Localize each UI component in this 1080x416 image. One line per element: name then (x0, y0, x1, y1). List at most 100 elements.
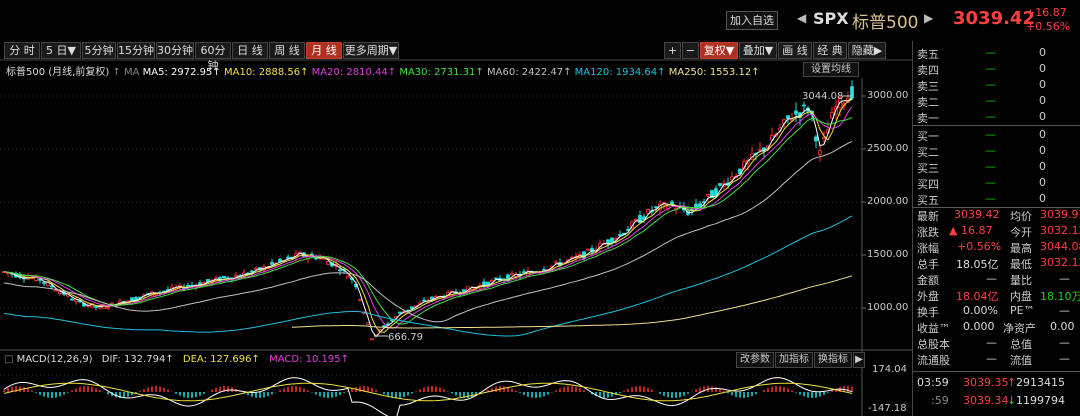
switch-indicator-button[interactable]: 换指标 (814, 352, 852, 368)
candle-body (382, 325, 386, 328)
candle-body (70, 298, 74, 301)
symbol-code: SPX (813, 9, 849, 28)
tab-60min[interactable]: 60分钟 (195, 42, 231, 72)
candle-body (638, 215, 642, 224)
next-symbol-icon[interactable]: ▶ (924, 11, 934, 25)
ma250-line (291, 275, 853, 329)
tab-daily[interactable]: 日 线 (232, 42, 268, 59)
stat-label-vol-ratio: 量比 (1010, 274, 1032, 287)
tab-15min[interactable]: 15分钟 (117, 42, 155, 59)
tab-intraday[interactable]: 分 时 (4, 42, 40, 59)
macd-axis-top: 174.04 (872, 364, 907, 375)
y-label-3000: 3000.00 (867, 90, 909, 101)
tab-30min[interactable]: 30分钟 (156, 42, 194, 59)
bid-row-2: 买二 —0 (917, 144, 1046, 159)
macd-axis-bottom: -147.18 (868, 403, 907, 414)
y-label-2500: 2500.00 (867, 143, 909, 154)
high-annotation: 3044.08 (802, 91, 843, 102)
set-ma-button[interactable]: 设置均线 (803, 62, 859, 77)
adjust-dropdown[interactable]: 复权▼ (700, 42, 738, 59)
change-params-button[interactable]: 改参数 (736, 352, 774, 368)
stat-volume: 18.05亿 (956, 258, 999, 271)
tab-5day[interactable]: 5 日▼ (41, 42, 81, 59)
candle-body (850, 86, 854, 99)
orderbook-divider (913, 125, 1080, 126)
bid-row-3: 买三 —0 (917, 160, 1046, 175)
candle-body (522, 271, 526, 274)
candle-body (410, 306, 414, 309)
candle-body (786, 115, 790, 119)
stat-label-mktcap: 总值 (1010, 338, 1032, 351)
stat-label-high: 最高 (1010, 242, 1032, 255)
stat-label-low: 最低 (1010, 258, 1032, 271)
stat-label-shares: 总股本 (917, 338, 950, 351)
stat-label-pe: PE™ (1010, 304, 1035, 317)
stat-label-turnover: 换手 (917, 306, 939, 319)
ma30-value: MA30: 2731.31 (399, 67, 476, 78)
stat-amount: — (986, 272, 997, 285)
prev-symbol-icon[interactable]: ◀ (797, 11, 807, 25)
stat-label-outer: 外盘 (917, 290, 939, 303)
candle-body (222, 275, 226, 279)
zoom-in-button[interactable]: + (664, 42, 681, 59)
overlay-dropdown[interactable]: 叠加▼ (739, 42, 777, 59)
tab-weekly[interactable]: 周 线 (269, 42, 305, 59)
quote-panel: 卖五 —0 卖四 —0 卖三 —0 卖二 —0 卖一 —0 买一 —0 买二 —0 买三 —0 … (912, 41, 1080, 416)
stat-label-float-cap: 流值 (1010, 354, 1032, 367)
tab-monthly[interactable]: 月 线 (306, 42, 342, 59)
ma10-value: MA10: 2888.56 (223, 67, 301, 78)
ma120-line (3, 215, 853, 337)
macd-title: MACD(12,26,9) (16, 354, 93, 365)
period-toolbar: 分 时 5 日▼ 5分钟 15分钟 30分钟 60分钟 日 线 周 线 月 线 … (0, 41, 912, 72)
candle-body (718, 183, 722, 186)
symbol-name: 标普500 (852, 13, 919, 33)
macd-dif: DIF: 132.794 (101, 354, 166, 365)
stat-outer: 18.04亿 (956, 290, 999, 303)
candle-body (494, 277, 498, 280)
change-value: +16.87 (1026, 6, 1067, 19)
candle-body (286, 256, 290, 259)
ma20-line (3, 106, 853, 329)
header-bar: 加入自选 ◀ SPX 标普500 ▶ 3039.42 +16.87 +0.56% (0, 0, 1080, 40)
candle-body (618, 234, 622, 236)
hide-panel-button[interactable]: 隐藏▶ (848, 42, 886, 59)
kline-chart[interactable]: 666.79 3044.08 (0, 0, 912, 416)
stat-label-change: 涨跌 (917, 226, 939, 239)
stat-label-volume: 总手 (917, 258, 939, 271)
candle-body (58, 291, 62, 294)
candle-body (370, 338, 374, 341)
stat-change: ▲ 16.87 (949, 224, 993, 237)
add-indicator-button[interactable]: 加指标 (775, 352, 813, 368)
tab-5min[interactable]: 5分钟 (82, 42, 116, 59)
candle-body (430, 296, 434, 300)
ma60-value: MA60: 2422.47 (487, 67, 564, 78)
change-percent: +0.56% (1026, 20, 1071, 33)
ma60-line (3, 141, 853, 323)
candle-body (802, 104, 806, 107)
macd-value: MACD: 10.195 (269, 354, 341, 365)
stat-inner: 18.10万 (1040, 290, 1080, 303)
expand-indicator-button[interactable]: ▶ (853, 352, 865, 368)
chart-title: 标普500 (月线,前复权) (6, 67, 110, 78)
draw-line-button[interactable]: 画 线 (778, 42, 812, 59)
candle-body (714, 188, 718, 197)
stat-nav: 0.00 (1050, 320, 1075, 333)
candle-body (6, 272, 10, 275)
ma-toggle-icon[interactable]: ↑ (112, 67, 121, 78)
tick-down-icon: ↓ (1007, 394, 1017, 407)
candle-body (422, 299, 426, 302)
classic-button[interactable]: 经 典 (813, 42, 847, 59)
stat-label-last: 最新 (917, 210, 939, 223)
candle-body (698, 203, 702, 208)
candle-body (654, 206, 658, 209)
stat-low: 3032.12 (1040, 256, 1080, 269)
zoom-out-button[interactable]: − (682, 42, 699, 59)
more-periods-dropdown[interactable]: 更多周期▼ (343, 42, 399, 59)
add-watchlist-button[interactable]: 加入自选 (726, 11, 778, 30)
ask-row-4: 卖四 —0 (917, 62, 1046, 77)
candle-body (278, 258, 282, 262)
ask-row-3: 卖三 —0 (917, 78, 1046, 93)
ask-row-1: 卖一 —0 (917, 110, 1046, 125)
candle-body (42, 282, 46, 284)
macd-toggle-icon[interactable]: □ (4, 354, 14, 365)
